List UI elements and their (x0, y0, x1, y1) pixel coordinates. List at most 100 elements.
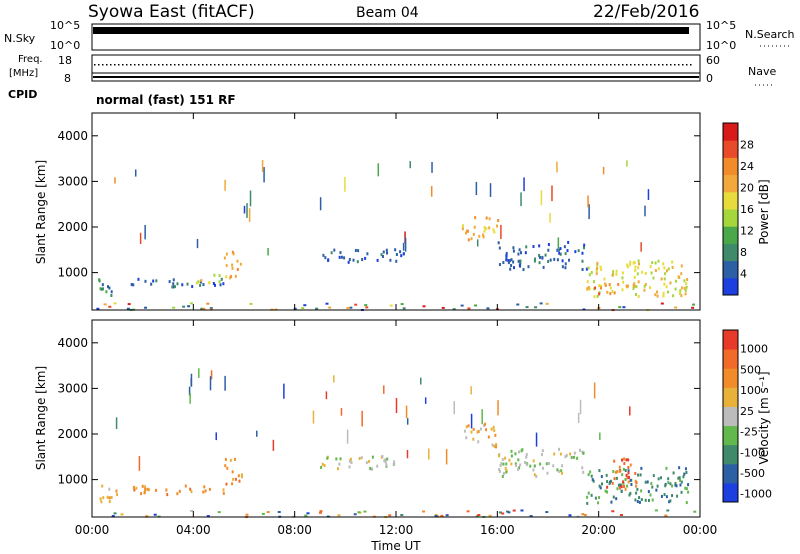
freq-dot (666, 64, 668, 66)
data-point (648, 499, 651, 503)
data-point (679, 289, 682, 293)
data-point (349, 457, 352, 461)
data-point (592, 280, 595, 284)
ground-scatter (460, 304, 464, 307)
freq-dot (378, 64, 380, 66)
velocity-colorbar-label: Velocity [m s⁻¹] (757, 371, 771, 464)
data-point (102, 287, 105, 291)
data-streak (599, 432, 601, 440)
nave-tick-top: 60 (706, 54, 720, 67)
data-point (684, 467, 687, 471)
data-point (524, 251, 527, 255)
data-point (234, 274, 237, 278)
data-point (637, 280, 640, 284)
data-point (366, 252, 369, 256)
data-point (482, 235, 485, 239)
data-point (667, 481, 670, 485)
data-streak (549, 212, 551, 223)
data-point (348, 465, 351, 469)
data-point (472, 427, 475, 431)
ground-scatter (660, 302, 664, 305)
data-point (685, 282, 688, 286)
data-point (610, 500, 613, 504)
data-point (679, 478, 682, 482)
freq-dot (262, 64, 264, 66)
data-point (617, 483, 620, 487)
data-point (347, 260, 350, 264)
data-point (665, 495, 668, 499)
data-point (685, 487, 688, 491)
data-point (231, 263, 234, 267)
data-point (483, 229, 486, 233)
data-point (189, 487, 192, 491)
data-point (560, 469, 563, 473)
ground-scatter (501, 512, 505, 515)
data-streak (224, 375, 226, 391)
data-point (539, 462, 542, 466)
freq-dot (538, 64, 540, 66)
ground-scatter (96, 307, 100, 310)
freq-dot (586, 64, 588, 66)
freq-dot (446, 64, 448, 66)
freq-dot (334, 64, 336, 66)
data-point (240, 475, 243, 479)
data-streak (210, 370, 213, 380)
freq-dot (342, 64, 344, 66)
data-point (519, 463, 522, 467)
data-point (466, 229, 469, 233)
data-point (199, 283, 202, 287)
data-point (557, 447, 560, 451)
freq-dot (146, 64, 148, 66)
data-point (184, 484, 187, 488)
data-point (171, 285, 174, 289)
data-point (674, 287, 677, 291)
freq-dot (642, 64, 644, 66)
colorbar-segment (723, 209, 738, 227)
data-point (150, 282, 153, 286)
data-point (684, 292, 687, 296)
ground-scatter (654, 509, 658, 512)
colorbar-tick-label: 25 (740, 405, 754, 418)
data-streak (489, 183, 492, 197)
data-point (627, 471, 630, 475)
data-point (635, 484, 638, 488)
data-point (637, 266, 640, 270)
data-point (599, 265, 602, 269)
ground-scatter (440, 514, 444, 517)
freq-dot (202, 64, 204, 66)
freq-dot (274, 64, 276, 66)
data-streak (267, 248, 269, 256)
data-point (110, 294, 113, 298)
freq-dot (574, 64, 576, 66)
ground-scatter (293, 307, 297, 310)
colorbar-segment (723, 330, 738, 350)
data-point (597, 501, 600, 505)
data-point (115, 489, 118, 493)
data-point (547, 259, 550, 263)
data-point (590, 493, 593, 497)
data-point (106, 495, 109, 499)
data-point (656, 484, 659, 488)
freq-dot (354, 64, 356, 66)
data-streak (453, 401, 456, 415)
nsky-label: N.Sky (4, 32, 36, 45)
data-point (649, 286, 652, 290)
freq-dot (650, 64, 652, 66)
data-point (685, 501, 688, 505)
data-point (339, 457, 342, 461)
freq-dot (134, 64, 136, 66)
data-point (612, 495, 615, 499)
data-point (509, 267, 512, 271)
data-point (639, 473, 642, 477)
data-streak (196, 238, 199, 249)
freq-dot (470, 64, 472, 66)
data-point (229, 458, 232, 462)
data-point (613, 459, 616, 463)
data-point (618, 465, 621, 469)
data-point (680, 480, 683, 484)
ground-scatter (692, 303, 696, 306)
data-point (132, 485, 135, 489)
freq-trace (94, 64, 692, 66)
freq-dot (678, 64, 680, 66)
freq-dot (526, 64, 528, 66)
